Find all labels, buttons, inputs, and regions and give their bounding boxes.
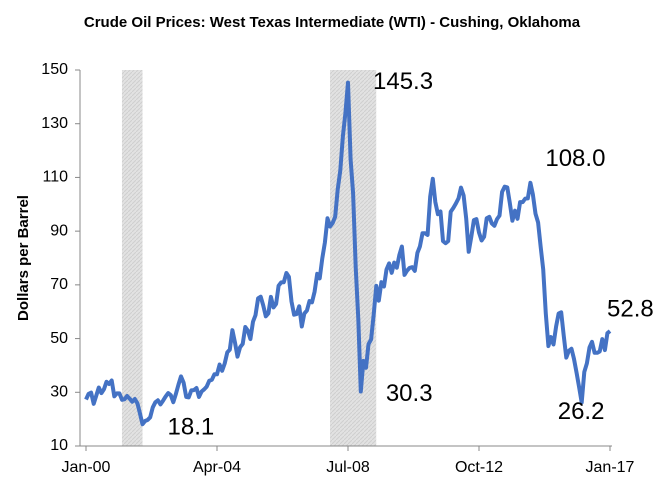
y-tick-label: 130 (41, 115, 68, 132)
recession-band (121, 70, 143, 446)
x-tick-label: Jul-08 (326, 459, 370, 476)
recession-band (330, 70, 377, 446)
annotation: 26.2 (558, 398, 605, 425)
annotation: 145.3 (373, 68, 433, 95)
annotation: 108.0 (545, 145, 605, 172)
y-tick-label: 30 (50, 384, 68, 401)
annotation: 52.8 (607, 295, 654, 322)
annotation: 18.1 (168, 414, 215, 441)
annotation: 30.3 (386, 380, 433, 407)
chart-title: Crude Oil Prices: West Texas Intermediat… (83, 14, 581, 31)
x-tick-label: Jan-00 (62, 459, 111, 476)
y-tick-label: 10 (50, 437, 68, 454)
y-axis-label: Dollars per Barrel (15, 195, 32, 321)
y-tick-label: 110 (42, 169, 68, 186)
y-tick-label: 70 (50, 276, 68, 293)
x-tick-label: Jan-17 (586, 459, 635, 476)
x-tick-label: Apr-04 (193, 459, 241, 476)
y-tick-label: 90 (50, 222, 68, 239)
y-tick-label: 50 (50, 330, 68, 347)
price-line (84, 80, 612, 427)
x-tick-label: Oct-12 (455, 459, 503, 476)
y-tick-label: 150 (41, 61, 68, 78)
